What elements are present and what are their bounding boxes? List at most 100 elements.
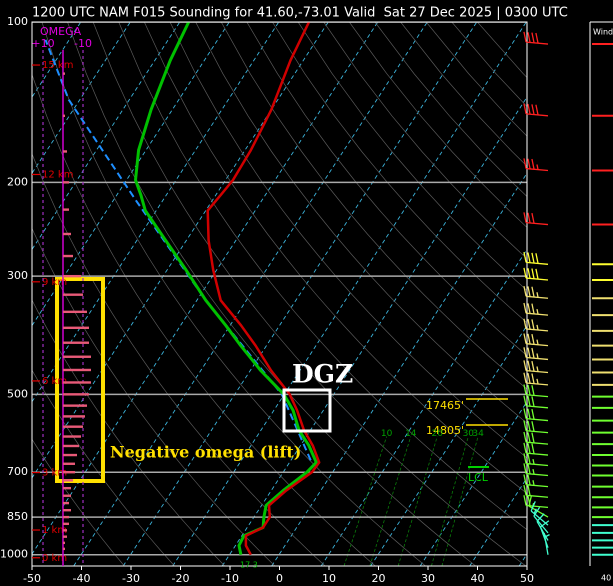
dry-adiabat (41, 22, 426, 566)
barb-full (523, 395, 527, 407)
wind-barb (523, 372, 549, 386)
barb-full (527, 158, 531, 170)
dry-adiabat (143, 22, 527, 494)
barb-full (536, 513, 545, 522)
omega-label: OMEGA (40, 25, 82, 38)
barb-full (523, 372, 527, 384)
barb-half (532, 480, 535, 486)
x-tick-label: 30 (421, 572, 435, 585)
height-tick-label: 15 km (42, 60, 73, 71)
y-tick-label: 100 (7, 15, 28, 28)
dry-adiabat (32, 438, 125, 566)
dry-adiabat (169, 22, 527, 459)
chart-title: 1200 UTC NAM F015 Sounding for 41.60,-73… (32, 6, 568, 21)
dry-adiabat (67, 22, 476, 566)
omega-bar (63, 435, 81, 438)
x-tick-label: 50 (520, 572, 534, 585)
mixing-ratio-label: 34 (472, 429, 484, 439)
height-tick-label: 12 km (42, 169, 73, 180)
omega-bar (63, 254, 73, 258)
dry-adiabat (92, 22, 527, 566)
barb-half (544, 534, 550, 538)
omega-bar (63, 501, 69, 505)
dry-adiabat (118, 22, 527, 531)
dgz-height: 17465' (426, 399, 464, 412)
barb-full (523, 31, 527, 43)
y-tick-label: 200 (7, 175, 28, 188)
omega-bar (63, 341, 89, 344)
omega-bar (63, 479, 73, 482)
barb-full (527, 432, 531, 443)
barb-full (523, 495, 527, 506)
bottom-note: 17 3 (240, 561, 258, 570)
omega-bar (63, 470, 75, 474)
height-tick-label: 0 km (42, 553, 67, 564)
dry-adiabat (323, 22, 527, 260)
omega-bar (63, 494, 71, 497)
mixing-ratio-line (343, 436, 388, 566)
dry-adiabat (246, 22, 527, 357)
barb-full (527, 32, 531, 43)
grid-layer (32, 22, 527, 566)
omega-bar (63, 462, 75, 465)
height-tick-label: 6 km (42, 376, 67, 387)
barb-full (527, 463, 531, 475)
wind-barb (523, 318, 549, 332)
barb-full (531, 347, 535, 359)
omega-bar (63, 355, 91, 358)
omega-bar (63, 310, 87, 314)
barb-full (523, 318, 527, 330)
barb-half (536, 339, 539, 345)
isotherm (32, 22, 181, 251)
omega-bar (63, 326, 89, 329)
y-tick-label: 300 (7, 269, 28, 282)
barb-full (528, 495, 532, 507)
barb-full (523, 302, 527, 314)
omega-bar (63, 368, 91, 372)
isotherm (221, 96, 527, 566)
omega-bar (63, 274, 81, 278)
omega-bar (63, 444, 79, 448)
barb-full (523, 420, 527, 431)
x-tick-label: 10 (322, 572, 336, 585)
barb-full (531, 286, 535, 298)
barb-full (531, 360, 535, 372)
barb-full (531, 408, 535, 420)
barb-full (531, 334, 535, 345)
omega-bar (63, 486, 71, 490)
mixing-ratio-label: 10 (381, 429, 393, 439)
wind-barb (523, 252, 549, 265)
wind-barb (523, 463, 549, 477)
dgz-box (282, 388, 332, 433)
omega-bar (63, 415, 85, 418)
omega-bar (63, 547, 65, 551)
barb-full (531, 432, 535, 444)
barb-full (523, 252, 527, 263)
barb-full (531, 373, 535, 384)
wind-barb (523, 474, 549, 488)
barb-full (527, 372, 531, 384)
barb-full (531, 32, 535, 43)
barb-full (527, 333, 531, 345)
barb-full (531, 252, 535, 264)
dry-adiabat (32, 153, 326, 566)
y-tick-label: 1000 (0, 548, 28, 561)
barb-half (536, 353, 539, 359)
barb-full (523, 347, 527, 358)
barb-half (532, 459, 535, 465)
barb-full (535, 253, 539, 264)
omega-bar (63, 393, 89, 396)
barb-full (523, 267, 527, 279)
barb-half (536, 324, 539, 331)
barb-full (523, 453, 527, 464)
omega-bar (63, 232, 71, 236)
wind-barb (523, 158, 549, 172)
barb-full (531, 319, 535, 330)
barb-half (536, 308, 539, 315)
dry-adiabat (220, 22, 527, 390)
barb-full (523, 333, 527, 344)
wind-barb (523, 333, 549, 347)
barb-half (532, 469, 535, 475)
